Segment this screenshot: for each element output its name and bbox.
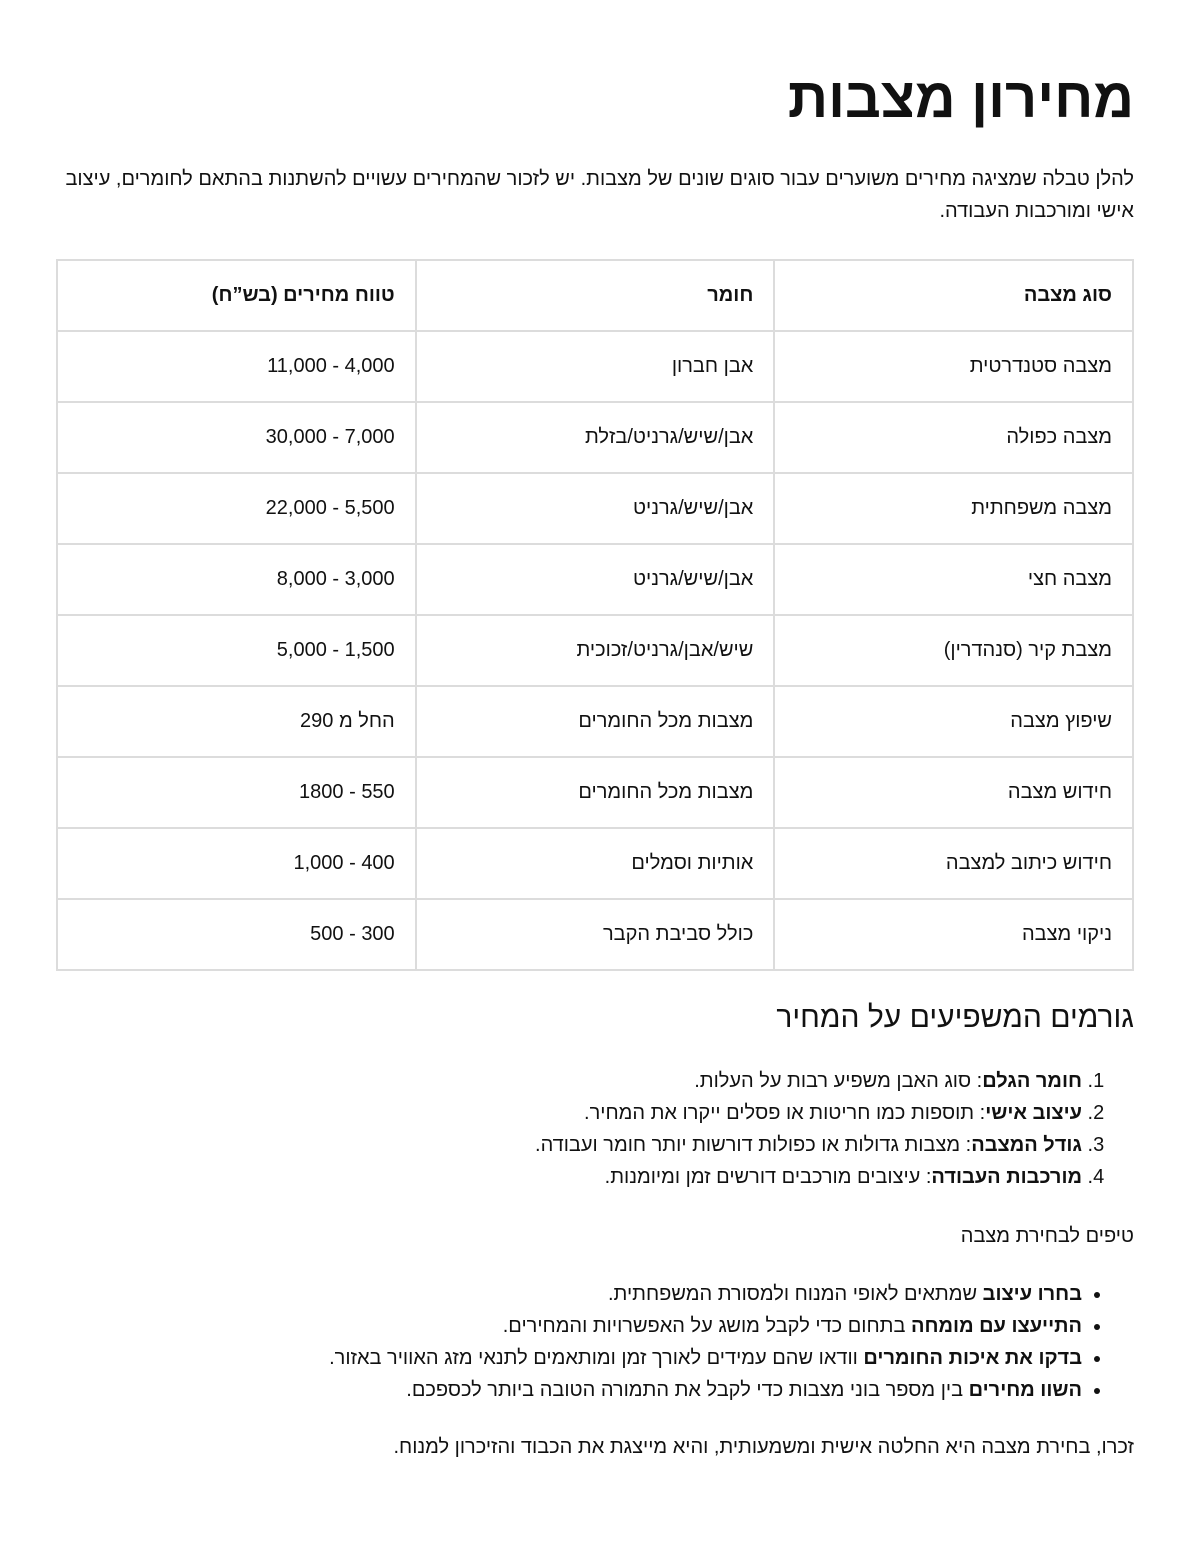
list-item: גודל המצבה: מצבות גדולות או כפולות דורשו… bbox=[57, 1129, 1082, 1161]
list-item: השוו מחירים בין מספר בוני מצבות כדי לקבל… bbox=[57, 1374, 1082, 1406]
cell-price: 4,000 - 11,000 bbox=[56, 329, 417, 403]
table-header-row: סוג מצבה חומר טווח מחירים (בש”ח) bbox=[56, 258, 1134, 332]
cell-material: שיש/אבן/גרניט/זכוכית bbox=[414, 613, 776, 687]
table-row: חידוש מצבה מצבות מכל החומרים 550 - 1800 bbox=[56, 755, 1134, 829]
factors-list: חומר הגלם: סוג האבן משפיע רבות על העלות.… bbox=[57, 1065, 1134, 1193]
cell-price: 1,500 - 5,000 bbox=[56, 613, 417, 687]
cell-price: 3,000 - 8,000 bbox=[56, 542, 417, 616]
table-row: מצבה משפחתית אבן/שיש/גרניט 5,500 - 22,000 bbox=[56, 471, 1134, 545]
list-item-bold: התייעצו עם מומחה bbox=[911, 1314, 1082, 1337]
tips-list: בחרו עיצוב שמתאים לאופי המנוח ולמסורת המ… bbox=[57, 1278, 1134, 1406]
cell-type: חידוש כיתוב למצבה bbox=[773, 826, 1134, 900]
cell-material: אבן חברון bbox=[414, 329, 776, 403]
cell-price: החל מ 290 bbox=[56, 684, 417, 758]
table-row: מצבת קיר (סנהדרין) שיש/אבן/גרניט/זכוכית 1,… bbox=[56, 613, 1134, 687]
cell-material: מצבות מכל החומרים bbox=[414, 755, 776, 829]
list-item-bold: גודל המצבה bbox=[971, 1133, 1082, 1156]
header-price: טווח מחירים (בש”ח) bbox=[56, 258, 417, 332]
factors-heading: גורמים המשפיעים על המחיר bbox=[776, 1000, 1134, 1034]
list-item-bold: השוו מחירים bbox=[968, 1378, 1082, 1401]
list-item: בחרו עיצוב שמתאים לאופי המנוח ולמסורת המ… bbox=[57, 1278, 1082, 1310]
cell-type: מצבה סטנדרטית bbox=[773, 329, 1134, 403]
cell-material: כולל סביבת הקבר bbox=[414, 897, 776, 971]
cell-type: מצבה משפחתית bbox=[773, 471, 1134, 545]
list-item-text: וודאו שהם עמידים לאורך זמן ומותאמים לתנא… bbox=[329, 1346, 864, 1369]
cell-price: 300 - 500 bbox=[56, 897, 417, 971]
cell-type: מצבה חצי bbox=[773, 542, 1134, 616]
cell-material: אבן/שיש/גרניט bbox=[414, 471, 776, 545]
table-row: מצבה חצי אבן/שיש/גרניט 3,000 - 8,000 bbox=[56, 542, 1134, 616]
list-item: התייעצו עם מומחה בתחום כדי לקבל מושג על … bbox=[57, 1310, 1082, 1342]
document: מחירון מצבות להלן טבלה שמציגה מחירים משו… bbox=[0, 0, 1191, 1459]
header-type: סוג מצבה bbox=[773, 258, 1134, 332]
table-row: מצבה סטנדרטית אבן חברון 4,000 - 11,000 bbox=[56, 329, 1134, 403]
table-row: חידוש כיתוב למצבה אותיות וסמלים 400 - 1,00… bbox=[56, 826, 1134, 900]
list-item-bold: בדקו את איכות החומרים bbox=[863, 1346, 1082, 1369]
cell-material: אבן/שיש/גרניט bbox=[414, 542, 776, 616]
list-item-text: : סוג האבן משפיע רבות על העלות. bbox=[694, 1069, 983, 1092]
cell-type: ניקוי מצבה bbox=[773, 897, 1134, 971]
list-item-bold: מורכבות העבודה bbox=[931, 1165, 1082, 1188]
price-table: סוג מצבה חומר טווח מחירים (בש”ח) מצבה סט… bbox=[56, 258, 1134, 971]
cell-price: 7,000 - 30,000 bbox=[56, 400, 417, 474]
list-item: בדקו את איכות החומרים וודאו שהם עמידים ל… bbox=[57, 1342, 1082, 1374]
list-item: חומר הגלם: סוג האבן משפיע רבות על העלות. bbox=[57, 1065, 1082, 1097]
cell-price: 400 - 1,000 bbox=[56, 826, 417, 900]
cell-price: 550 - 1800 bbox=[56, 755, 417, 829]
closing-paragraph: זכרו, בחירת מצבה היא החלטה אישית ומשמעות… bbox=[393, 1435, 1134, 1458]
cell-type: מצבת קיר (סנהדרין) bbox=[773, 613, 1134, 687]
table-row: ניקוי מצבה כולל סביבת הקבר 300 - 500 bbox=[56, 897, 1134, 971]
list-item-bold: עיצוב אישי bbox=[985, 1101, 1082, 1124]
list-item-bold: חומר הגלם bbox=[982, 1069, 1082, 1092]
cell-type: מצבה כפולה bbox=[773, 400, 1134, 474]
list-item-text: שמתאים לאופי המנוח ולמסורת המשפחתית. bbox=[607, 1282, 983, 1305]
list-item-text: : מצבות גדולות או כפולות דורשות יותר חומ… bbox=[535, 1133, 972, 1156]
cell-material: אותיות וסמלים bbox=[414, 826, 776, 900]
list-item: מורכבות העבודה: עיצובים מורכבים דורשים ז… bbox=[57, 1161, 1082, 1193]
list-item-text: : עיצובים מורכבים דורשים זמן ומיומנות. bbox=[604, 1165, 932, 1188]
list-item-text: בתחום כדי לקבל מושג על האפשרויות והמחירי… bbox=[502, 1314, 911, 1337]
cell-price: 5,500 - 22,000 bbox=[56, 471, 417, 545]
list-item-bold: בחרו עיצוב bbox=[982, 1282, 1082, 1305]
list-item: עיצוב אישי: תוספות כמו חריטות או פסלים י… bbox=[57, 1097, 1082, 1129]
cell-material: מצבות מכל החומרים bbox=[414, 684, 776, 758]
cell-type: חידוש מצבה bbox=[773, 755, 1134, 829]
table-row: שיפוץ מצבה מצבות מכל החומרים החל מ 290 bbox=[56, 684, 1134, 758]
table-row: מצבה כפולה אבן/שיש/גרניט/בזלת 7,000 - 30,0… bbox=[56, 400, 1134, 474]
list-item-text: : תוספות כמו חריטות או פסלים ייקרו את המ… bbox=[584, 1101, 986, 1124]
cell-type: שיפוץ מצבה bbox=[773, 684, 1134, 758]
header-material: חומר bbox=[414, 258, 776, 332]
cell-material: אבן/שיש/גרניט/בזלת bbox=[414, 400, 776, 474]
page-title: מחירון מצבות bbox=[787, 66, 1134, 129]
tips-heading: טיפים לבחירת מצבה bbox=[960, 1224, 1134, 1247]
intro-paragraph: להלן טבלה שמציגה מחירים משוערים עבור סוג… bbox=[65, 167, 1134, 222]
list-item-text: בין מספר בוני מצבות כדי לקבל את התמורה ה… bbox=[406, 1378, 969, 1401]
